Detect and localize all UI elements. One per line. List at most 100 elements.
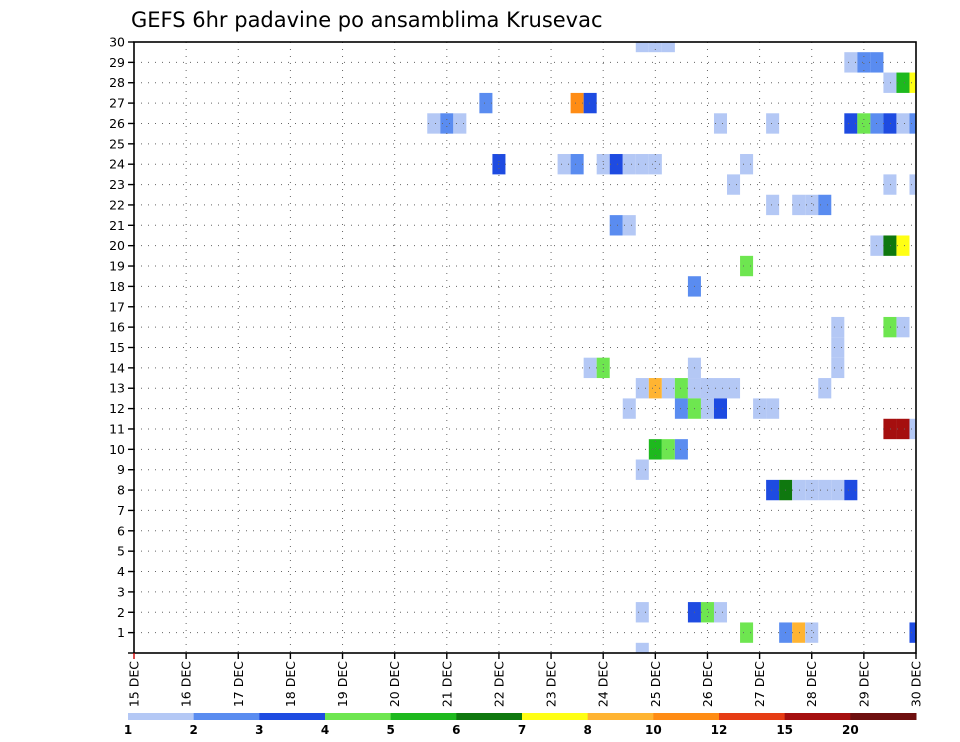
- y-tick-label-21: 21: [109, 218, 125, 233]
- legend-label-6: 6: [452, 723, 460, 737]
- x-tick-label-6: 21 DEC: [439, 661, 454, 707]
- precip-cell-m11-h360: [909, 418, 916, 440]
- y-tick-label-9: 9: [117, 462, 125, 477]
- precip-cell-m23-h360: [909, 174, 916, 195]
- precip-cell-m9-h234: [635, 459, 649, 480]
- precip-cell-m8-h324: [831, 479, 845, 501]
- y-tick-label-23: 23: [109, 177, 125, 192]
- y-tick-label-7: 7: [117, 503, 125, 518]
- precip-cell-m8-h330: [844, 479, 858, 501]
- precip-cell-m27-h204: [570, 92, 584, 114]
- precip-cell-m21-h228: [622, 215, 636, 236]
- precip-cell-m28-h360: [909, 72, 916, 93]
- legend-swatch-1: [193, 713, 260, 720]
- precip-cell-m21-h222: [609, 215, 623, 236]
- y-tick-label-12: 12: [109, 401, 125, 416]
- legend-swatch-8: [653, 713, 720, 720]
- precip-cell-m26-h360: [909, 113, 916, 134]
- precip-cell-m11-h354: [896, 418, 910, 440]
- x-tick-label-2: 17 DEC: [231, 661, 246, 707]
- legend-label-5: 5: [386, 723, 394, 737]
- x-tick-label-5: 20 DEC: [387, 661, 402, 707]
- y-tick-label-10: 10: [109, 442, 125, 457]
- precip-cell-m13-h270: [713, 378, 728, 399]
- x-tick-label-4: 19 DEC: [335, 661, 350, 707]
- y-tick-label-27: 27: [109, 96, 125, 111]
- precip-cell-m24-h240: [648, 154, 662, 175]
- precip-cell-m0-h234: [635, 642, 649, 653]
- y-axis-ticks: 1234567891011121314151617181920212223242…: [109, 35, 134, 654]
- precip-cell-m1-h282: [740, 622, 754, 643]
- precip-cell-m2-h270: [713, 602, 728, 623]
- precip-cell-m26-h336: [857, 113, 871, 134]
- precip-cell-m20-h348: [883, 235, 897, 256]
- precip-cell-m2-h234: [635, 602, 649, 623]
- precip-cell-m24-h204: [570, 154, 584, 175]
- legend-swatch-5: [456, 713, 523, 720]
- precip-cell-m29-h330: [844, 52, 858, 73]
- precip-cell-m27-h162: [479, 92, 493, 114]
- precip-cell-m26-h138: [427, 113, 441, 134]
- precip-cell-m30-h246: [661, 42, 675, 53]
- precip-cell-m8-h318: [818, 479, 832, 501]
- legend-swatch-2: [259, 713, 326, 720]
- y-tick-label-16: 16: [109, 320, 125, 335]
- y-tick-label-26: 26: [109, 116, 125, 131]
- y-tick-label-8: 8: [117, 483, 125, 498]
- precip-cell-m24-h234: [635, 154, 649, 175]
- precip-cell-m10-h246: [661, 439, 675, 460]
- legend-label-15: 15: [776, 723, 793, 737]
- y-tick-label-11: 11: [109, 421, 125, 436]
- x-tick-label-7: 22 DEC: [491, 661, 506, 707]
- y-tick-label-3: 3: [117, 584, 125, 599]
- legend-swatch-7: [587, 713, 654, 720]
- heatmap-cells: [427, 42, 916, 653]
- precip-cell-m2-h264: [700, 602, 714, 623]
- precip-cell-m22-h306: [792, 194, 806, 216]
- y-tick-label-13: 13: [109, 381, 125, 396]
- precip-cell-m23-h276: [727, 174, 741, 195]
- x-tick-label-3: 18 DEC: [283, 661, 298, 707]
- legend-swatch-9: [719, 713, 786, 720]
- precip-cell-m1-h312: [805, 622, 819, 643]
- precip-cell-m26-h144: [440, 113, 454, 134]
- x-tick-label-13: 28 DEC: [804, 661, 819, 707]
- precip-cell-m28-h354: [896, 72, 910, 93]
- y-tick-label-19: 19: [109, 259, 125, 274]
- y-tick-label-14: 14: [109, 360, 125, 375]
- precip-cell-m26-h150: [453, 113, 467, 134]
- y-tick-label-15: 15: [109, 340, 125, 355]
- precip-cell-m26-h348: [883, 113, 897, 134]
- x-tick-label-15: 30 DEC: [909, 661, 924, 707]
- color-legend: 1 2 3 4 5 6 7 8 10 12 15 20: [124, 713, 917, 737]
- legend-label-10: 10: [645, 723, 662, 737]
- precip-cell-m29-h336: [857, 52, 871, 73]
- y-tick-label-22: 22: [109, 197, 125, 212]
- precip-cell-m19-h282: [740, 255, 754, 277]
- precip-cell-m12-h294: [766, 398, 780, 419]
- precip-cell-m22-h294: [766, 194, 780, 216]
- legend-swatch-0: [128, 713, 195, 720]
- x-tick-label-14: 29 DEC: [856, 661, 871, 707]
- legend-label-20: 20: [842, 723, 859, 737]
- y-tick-label-6: 6: [117, 523, 125, 538]
- precip-cell-m15-h324: [831, 337, 845, 358]
- chart-title: GEFS 6hr padavine po ansamblima Krusevac: [131, 8, 603, 32]
- legend-label-4: 4: [321, 723, 329, 737]
- y-tick-label-1: 1: [117, 625, 125, 640]
- legend-label-2: 2: [189, 723, 197, 737]
- precip-cell-m26-h330: [844, 113, 858, 134]
- legend-label-7: 7: [518, 723, 526, 737]
- y-tick-label-20: 20: [109, 238, 125, 253]
- legend-swatch-11: [850, 713, 917, 720]
- x-tick-label-1: 16 DEC: [179, 661, 194, 707]
- precip-cell-m11-h348: [883, 418, 897, 440]
- precip-cell-m24-h198: [557, 154, 571, 175]
- precip-cell-m12-h288: [753, 398, 767, 419]
- precip-cell-m13-h264: [700, 378, 714, 399]
- precip-cell-m24-h222: [609, 154, 623, 175]
- y-tick-label-18: 18: [109, 279, 125, 294]
- precip-cell-m1-h306: [792, 622, 806, 643]
- y-tick-label-5: 5: [117, 544, 125, 559]
